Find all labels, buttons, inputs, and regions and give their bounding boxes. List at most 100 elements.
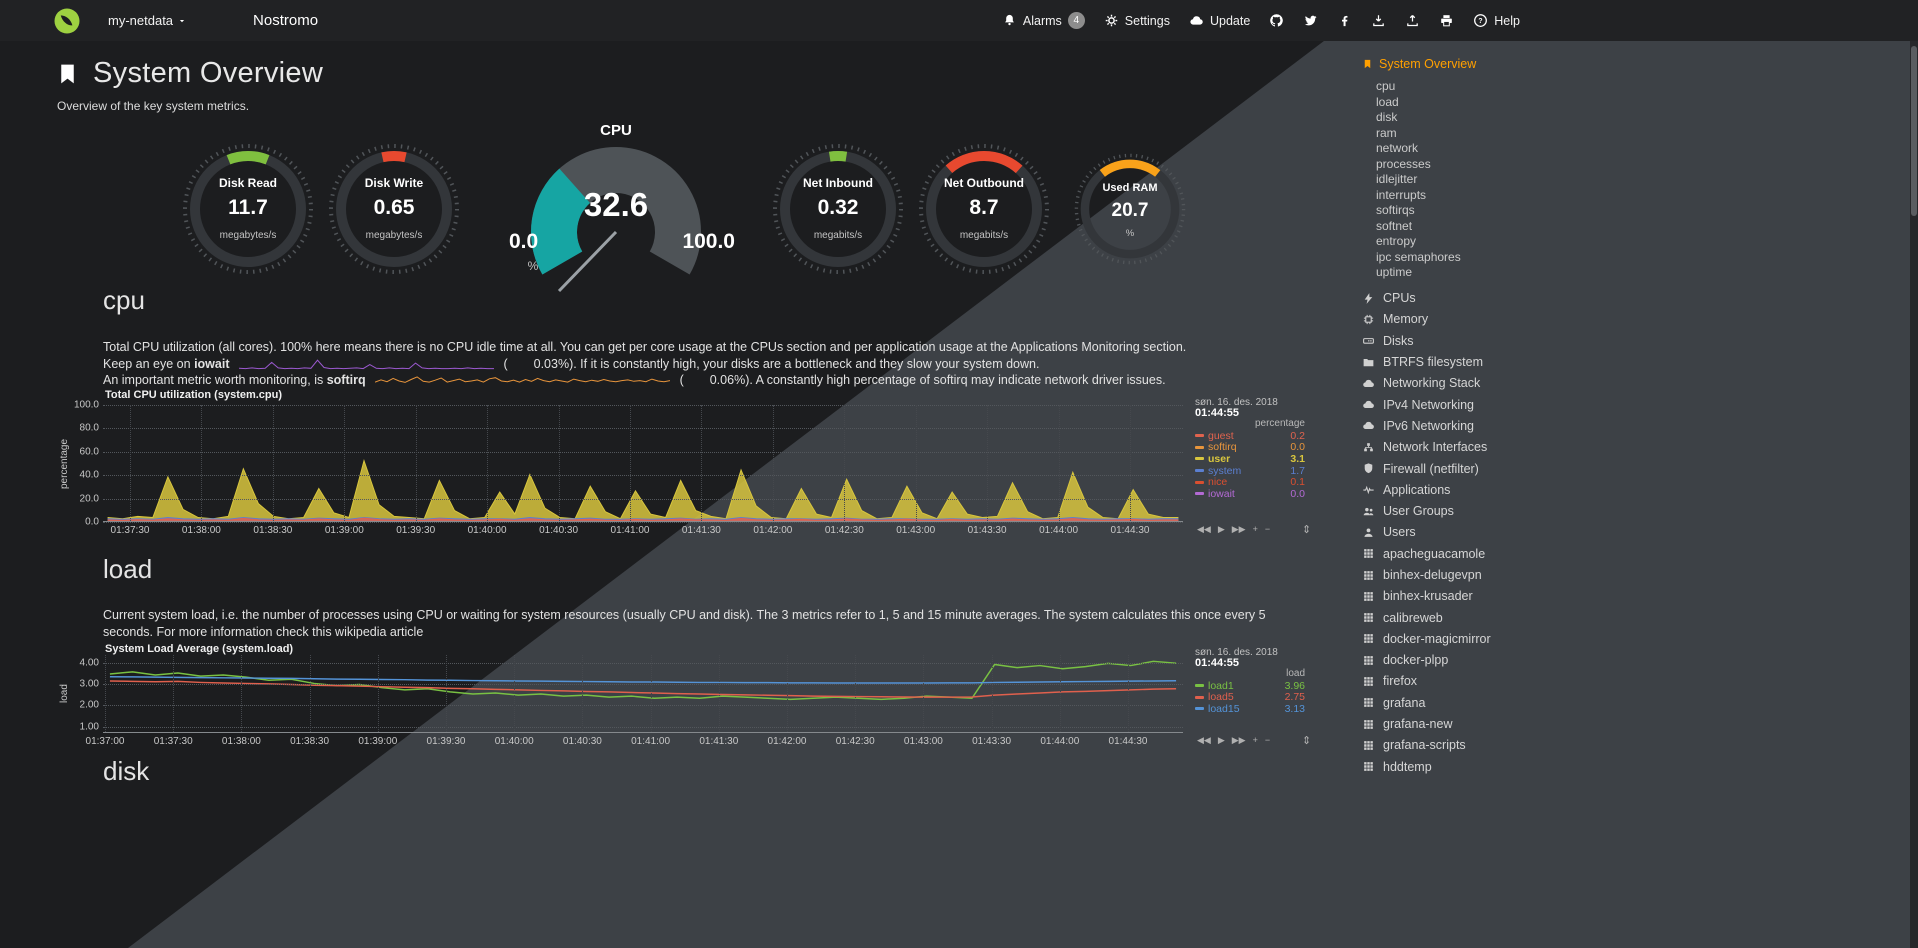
sidebar-item-system-overview[interactable]: System Overview [1362,55,1592,73]
sidebar-item-network[interactable]: network [1376,141,1419,155]
sidebar-item-networking-stack[interactable]: Networking Stack [1362,373,1592,394]
play-button[interactable]: ▶ [1217,735,1225,745]
download-icon[interactable] [1371,13,1386,28]
sidebar-item-binhex-krusader[interactable]: binhex-krusader [1362,586,1592,607]
settings-button[interactable]: Settings [1104,13,1170,28]
gauge-disk-write[interactable]: Disk Write 0.65 megabytes/s [321,142,467,292]
softirq-sparkline[interactable] [374,372,671,387]
iowait-sparkline[interactable] [238,356,494,371]
sidebar-item-entropy[interactable]: entropy [1376,234,1417,248]
sidebar-item-ipv6-networking[interactable]: IPv6 Networking [1362,415,1592,436]
grid-line [991,655,993,732]
sidebar-item-ipc-semaphores[interactable]: ipc semaphores [1376,249,1461,264]
sidebar-item-ram[interactable]: ram [1376,125,1397,140]
legend-item-iowait[interactable]: iowait 0.0 [1195,488,1305,500]
sidebar-item-calibreweb[interactable]: calibreweb [1362,607,1592,628]
sidebar-item-disks[interactable]: Disks [1362,330,1592,351]
chart-resize-handle[interactable]: ⇕ [1302,735,1312,747]
sidebar-item-firefox[interactable]: firefox [1362,671,1592,692]
softirq-line: An important metric worth monitoring, is… [103,372,1166,387]
grid-line [103,683,1183,685]
sidebar-item-memory[interactable]: Memory [1362,309,1592,330]
sidebar-item-hddtemp[interactable]: hddtemp [1362,756,1592,777]
alarms-button[interactable]: Alarms 4 [1002,12,1085,29]
scrollbar-thumb[interactable] [1911,46,1917,216]
legend-item-user[interactable]: user 3.1 [1195,453,1305,465]
page-scrollbar[interactable] [1910,41,1918,948]
sidebar-item-interrupts[interactable]: interrupts [1376,187,1427,202]
sidebar-item-docker-plpp[interactable]: docker-plpp [1362,650,1592,671]
grid-line [855,655,857,732]
grid-line [201,405,203,521]
update-button[interactable]: Update [1189,13,1250,28]
update-label: Update [1209,13,1251,28]
pan-forward-button[interactable]: ▶▶ [1231,735,1246,745]
zoom-in-button[interactable]: + [1252,524,1258,534]
sidebar-item-ipv4-networking[interactable]: IPv4 Networking [1362,394,1592,415]
legend-name: iowait [1208,487,1235,500]
chart-resize-handle[interactable]: ⇕ [1302,524,1312,536]
load-chart-plot[interactable] [103,655,1183,733]
gauge-value: 8.7 [969,196,999,219]
sidebar-item-btrfs-filesystem[interactable]: BTRFS filesystem [1362,351,1592,372]
sidebar-item-disk[interactable]: disk [1376,110,1398,124]
x-tick-label: 01:39:30 [426,736,466,747]
sidebar-item-softirqs[interactable]: softirqs [1376,203,1415,217]
pan-forward-button[interactable]: ▶▶ [1231,524,1246,534]
sidebar-item-label: apacheguacamole [1383,546,1486,561]
sidebar-item-network-interfaces[interactable]: Network Interfaces [1362,437,1592,458]
gauge-used-ram[interactable]: Used RAM 20.7% [1057,142,1203,292]
gauge-value: 20.7 [1111,200,1149,221]
gauge-net-outbound[interactable]: Net Outbound 8.7 megabits/s [911,142,1057,292]
sidebar-item-softnet[interactable]: softnet [1376,218,1413,233]
twitter-icon[interactable] [1303,13,1318,28]
legend-item-load5[interactable]: load5 2.75 [1195,691,1305,703]
netdata-logo[interactable] [52,6,82,36]
facebook-icon[interactable] [1337,13,1352,28]
sidebar-item-apacheguacamole[interactable]: apacheguacamole [1362,543,1592,564]
sidebar-item-grafana-scripts[interactable]: grafana-scripts [1362,735,1592,756]
cpu-chart-plot[interactable] [103,405,1183,523]
gauge-net-inbound[interactable]: Net Inbound 0.32 megabits/s [765,142,911,292]
zoom-out-button[interactable]: − [1264,524,1271,534]
pan-backward-button[interactable]: ◀◀ [1197,524,1211,534]
gauge-disk-read[interactable]: Disk Read 11.7 megabytes/s [175,142,321,292]
sidebar-item-grafana[interactable]: grafana [1362,692,1592,713]
sidebar-item-user-groups[interactable]: User Groups [1362,500,1592,521]
grid-line [272,405,274,521]
hostname-dropdown[interactable]: my-netdata [108,13,187,28]
sidebar-item-load[interactable]: load [1376,94,1399,109]
github-icon[interactable] [1269,13,1284,28]
print-icon[interactable] [1439,13,1454,28]
cpu-gauge[interactable]: CPU 32.6 0.0 100.0 % [479,118,753,298]
legend-item-load1[interactable]: load1 3.96 [1195,680,1305,692]
sidebar-item-users[interactable]: Users [1362,522,1592,543]
sidebar-item-idlejitter[interactable]: idlejitter [1376,172,1418,186]
legend-item-nice[interactable]: nice 0.1 [1195,476,1305,488]
sidebar-item-grafana-new[interactable]: grafana-new [1362,713,1592,734]
legend-item-load15[interactable]: load15 3.13 [1195,703,1305,715]
pan-backward-button[interactable]: ◀◀ [1197,735,1211,745]
grid-line [173,655,175,732]
sidebar-item-applications[interactable]: Applications [1362,479,1592,500]
legend-item-softirq[interactable]: softirq 0.0 [1195,441,1305,453]
cpu-chart-toolbar: ◀◀ ▶ ▶▶ + − [1197,524,1270,535]
sidebar-item-cpus[interactable]: CPUs [1362,288,1592,309]
grid-line [844,405,846,521]
legend-name: system [1208,464,1242,477]
play-button[interactable]: ▶ [1217,524,1225,534]
zoom-out-button[interactable]: − [1264,735,1271,745]
sidebar-item-uptime[interactable]: uptime [1376,265,1413,279]
x-tick-label: 01:42:30 [824,525,864,536]
sidebar-item-firewall-netfilter[interactable]: Firewall (netfilter) [1362,458,1592,479]
sidebar-item-processes[interactable]: processes [1376,156,1431,171]
sidebar-item-docker-magicmirror[interactable]: docker-magicmirror [1362,628,1592,649]
upload-icon[interactable] [1405,13,1420,28]
help-button[interactable]: ? Help [1473,13,1520,28]
legend-item-system[interactable]: system 1.7 [1195,465,1305,477]
zoom-in-button[interactable]: + [1252,735,1258,745]
sidebar-item-binhex-delugevpn[interactable]: binhex-delugevpn [1362,564,1592,585]
sidebar-item-cpu[interactable]: cpu [1376,79,1396,93]
legend-item-guest[interactable]: guest 0.2 [1195,430,1305,442]
grid-line [1059,655,1061,732]
